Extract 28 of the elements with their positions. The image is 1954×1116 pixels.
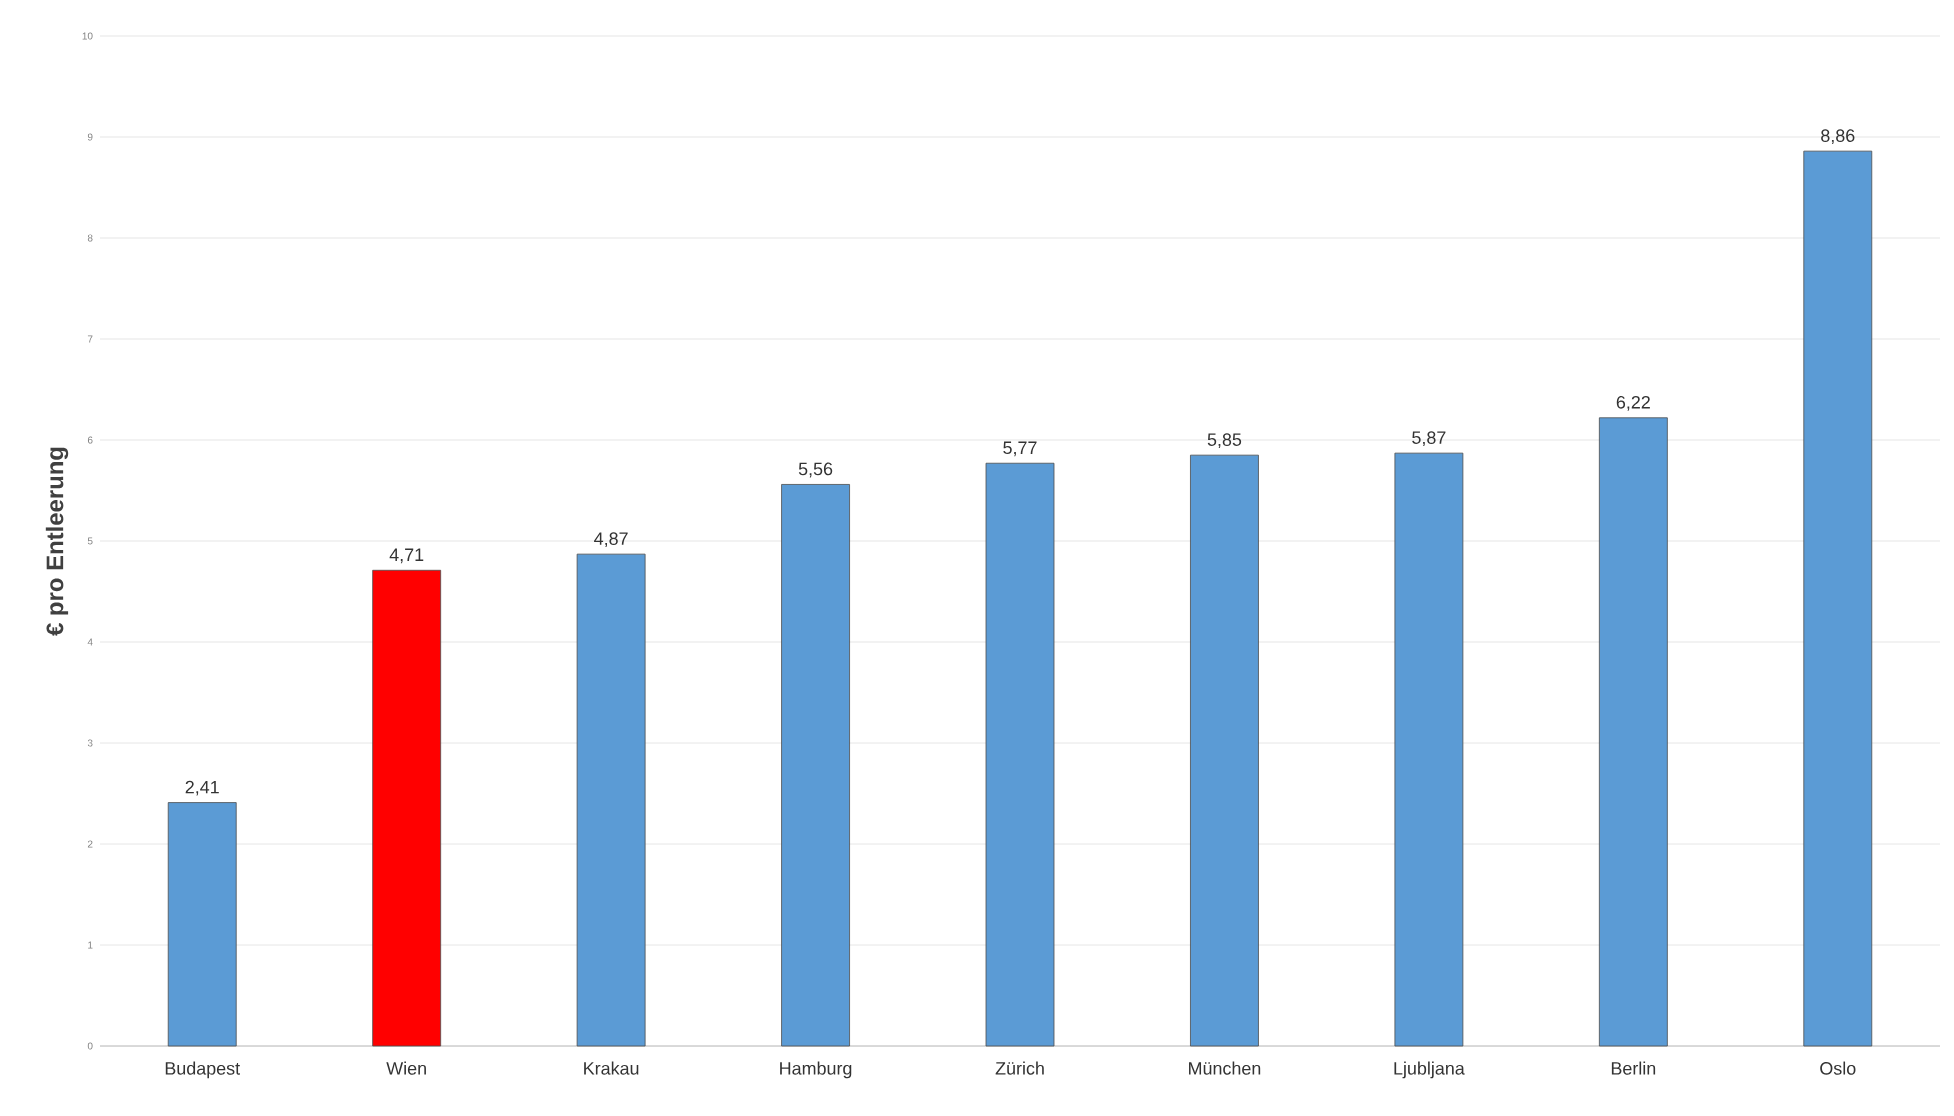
data-label: 5,56 xyxy=(798,462,833,478)
data-label: 8,86 xyxy=(1821,129,1855,145)
x-tick-label: Oslo xyxy=(1820,1061,1856,1075)
data-label: 5,85 xyxy=(1207,433,1242,449)
x-tick-label: Hamburg xyxy=(780,1061,852,1079)
x-tick-label: München xyxy=(1189,1061,1261,1075)
data-label: 6,22 xyxy=(1616,395,1650,411)
bar xyxy=(1190,454,1259,1047)
bar xyxy=(1598,417,1668,1047)
data-label: 2,41 xyxy=(185,780,219,796)
bar xyxy=(1394,452,1464,1047)
bar xyxy=(372,569,442,1047)
y-axis-title: € pro Entleerung xyxy=(45,447,69,636)
x-tick-label: Ljubljana xyxy=(1394,1061,1465,1079)
bar xyxy=(985,462,1055,1047)
bar xyxy=(781,484,850,1047)
data-label: 5,77 xyxy=(1003,441,1037,457)
data-label: 4,71 xyxy=(389,548,424,564)
x-tick-label: Berlin xyxy=(1611,1061,1656,1075)
data-label: 4,87 xyxy=(594,532,628,548)
x-tick-label: Krakau xyxy=(584,1061,639,1075)
x-tick-label: Budapest xyxy=(165,1061,240,1079)
data-label: 5,87 xyxy=(1412,431,1446,447)
bar xyxy=(1803,150,1873,1047)
x-tick-label: Zürich xyxy=(995,1061,1044,1075)
bar xyxy=(576,553,646,1047)
bar xyxy=(167,802,237,1047)
x-tick-label: Wien xyxy=(386,1061,426,1075)
